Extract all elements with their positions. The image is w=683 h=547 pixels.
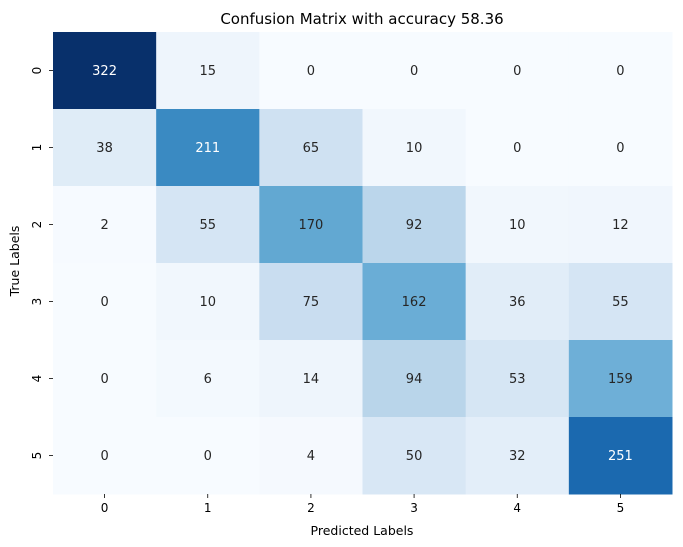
cell-value-r1-c2: 65 xyxy=(303,141,320,156)
heatmap-cell-r2-c1 xyxy=(156,186,260,264)
heatmap-cell-r3-c2 xyxy=(259,263,363,341)
y-tick-label-3: 3 xyxy=(30,298,44,306)
heatmap-cell-r3-c4 xyxy=(465,263,570,341)
heatmap-cells: 322 15 0 0 0 0 38 211 65 10 0 0 2 55 170 92 10 12 0 10 75 162… xyxy=(53,32,673,495)
heatmap-cell-r2-c5 xyxy=(568,186,673,264)
y-tick-label-0: 0 xyxy=(30,67,44,75)
heatmap-cell-r3-c3 xyxy=(362,263,467,341)
heatmap-cell-r5-c3 xyxy=(362,417,467,495)
cell-value-r0-c4: 0 xyxy=(513,64,521,79)
heatmap-cell-r0-c4 xyxy=(465,32,570,110)
heatmap-cell-r0-c0 xyxy=(53,32,157,110)
heatmap-cell-r1-c5 xyxy=(568,109,673,187)
heatmap-cell-r4-c4 xyxy=(465,340,570,418)
y-tick-label-2: 2 xyxy=(30,221,44,229)
cell-value-r4-c3: 94 xyxy=(406,372,423,387)
cell-value-r3-c5: 55 xyxy=(612,295,629,310)
cell-value-r2-c4: 10 xyxy=(509,218,526,233)
heatmap-cell-r4-c3 xyxy=(362,340,467,418)
y-tick-label-4: 4 xyxy=(30,375,44,383)
heatmap-cell-r3-c0 xyxy=(53,263,157,341)
heatmap-cell-r0-c5 xyxy=(568,32,673,110)
cell-value-r4-c2: 14 xyxy=(303,372,320,387)
heatmap-cell-r1-c1 xyxy=(156,109,260,187)
heatmap-cell-r0-c1 xyxy=(156,32,260,110)
heatmap-cell-r2-c3 xyxy=(362,186,467,264)
heatmap-cell-r4-c5 xyxy=(568,340,673,418)
cell-value-r2-c0: 2 xyxy=(100,218,108,233)
cell-value-r4-c1: 6 xyxy=(204,372,212,387)
y-axis-label: True Labels xyxy=(7,226,22,298)
x-tick-label-4: 4 xyxy=(513,501,521,515)
heatmap-cell-r4-c2 xyxy=(259,340,363,418)
cell-value-r2-c2: 170 xyxy=(299,218,324,233)
heatmap-cell-r1-c2 xyxy=(259,109,363,187)
heatmap-cell-r5-c5 xyxy=(568,417,673,495)
heatmap-cell-r5-c2 xyxy=(259,417,363,495)
heatmap-cell-r1-c3 xyxy=(362,109,467,187)
cell-value-r3-c4: 36 xyxy=(509,295,526,310)
heatmap-cell-r0-c2 xyxy=(259,32,363,110)
heatmap-cell-r5-c4 xyxy=(465,417,570,495)
cell-value-r0-c2: 0 xyxy=(307,64,315,79)
x-tick-label-3: 3 xyxy=(410,501,418,515)
cell-value-r0-c3: 0 xyxy=(410,64,418,79)
cell-value-r1-c5: 0 xyxy=(616,141,624,156)
heatmap-cell-r0-c3 xyxy=(362,32,467,110)
cell-value-r2-c1: 55 xyxy=(199,218,216,233)
heatmap-cell-r2-c2 xyxy=(259,186,363,264)
heatmap-cell-r5-c1 xyxy=(156,417,260,495)
cell-value-r1-c4: 0 xyxy=(513,141,521,156)
cell-value-r1-c1: 211 xyxy=(195,141,220,156)
x-axis-ticks: 0 1 2 3 4 5 xyxy=(101,494,624,515)
y-tick-label-1: 1 xyxy=(30,144,44,152)
x-tick-label-0: 0 xyxy=(101,501,109,515)
x-axis-label: Predicted Labels xyxy=(311,523,414,538)
cell-value-r5-c3: 50 xyxy=(406,449,423,464)
cell-value-r3-c3: 162 xyxy=(402,295,427,310)
heatmap-cell-r1-c0 xyxy=(53,109,157,187)
cell-value-r2-c5: 12 xyxy=(612,218,629,233)
heatmap-cell-r3-c1 xyxy=(156,263,260,341)
heatmap-cell-r4-c0 xyxy=(53,340,157,418)
cell-value-r3-c1: 10 xyxy=(199,295,216,310)
heatmap-cell-r2-c4 xyxy=(465,186,570,264)
cell-value-r2-c3: 92 xyxy=(406,218,423,233)
cell-value-r3-c2: 75 xyxy=(303,295,320,310)
cell-value-r5-c5: 251 xyxy=(608,449,633,464)
x-tick-label-2: 2 xyxy=(307,501,315,515)
cell-value-r4-c0: 0 xyxy=(100,372,108,387)
heatmap-cell-r2-c0 xyxy=(53,186,157,264)
cell-value-r4-c5: 159 xyxy=(608,372,633,387)
heatmap-cell-r5-c0 xyxy=(53,417,157,495)
cell-value-r5-c4: 32 xyxy=(509,449,526,464)
cell-value-r0-c5: 0 xyxy=(616,64,624,79)
cell-value-r5-c2: 4 xyxy=(307,449,315,464)
cell-value-r0-c1: 15 xyxy=(199,64,216,79)
x-tick-label-5: 5 xyxy=(617,501,625,515)
cell-value-r1-c0: 38 xyxy=(96,141,113,156)
y-axis-ticks: 0 1 2 3 4 5 xyxy=(30,67,53,460)
cell-value-r0-c0: 322 xyxy=(92,64,117,79)
cell-value-r3-c0: 0 xyxy=(100,295,108,310)
heatmap-cell-r1-c4 xyxy=(465,109,570,187)
cell-value-r1-c3: 10 xyxy=(406,141,423,156)
y-tick-label-5: 5 xyxy=(30,452,44,460)
heatmap-cell-r3-c5 xyxy=(568,263,673,341)
cell-value-r5-c0: 0 xyxy=(100,449,108,464)
chart-title: Confusion Matrix with accuracy 58.36 xyxy=(220,10,503,28)
x-tick-label-1: 1 xyxy=(204,501,212,515)
cell-value-r5-c1: 0 xyxy=(204,449,212,464)
cell-value-r4-c4: 53 xyxy=(509,372,526,387)
heatmap-cell-r4-c1 xyxy=(156,340,260,418)
